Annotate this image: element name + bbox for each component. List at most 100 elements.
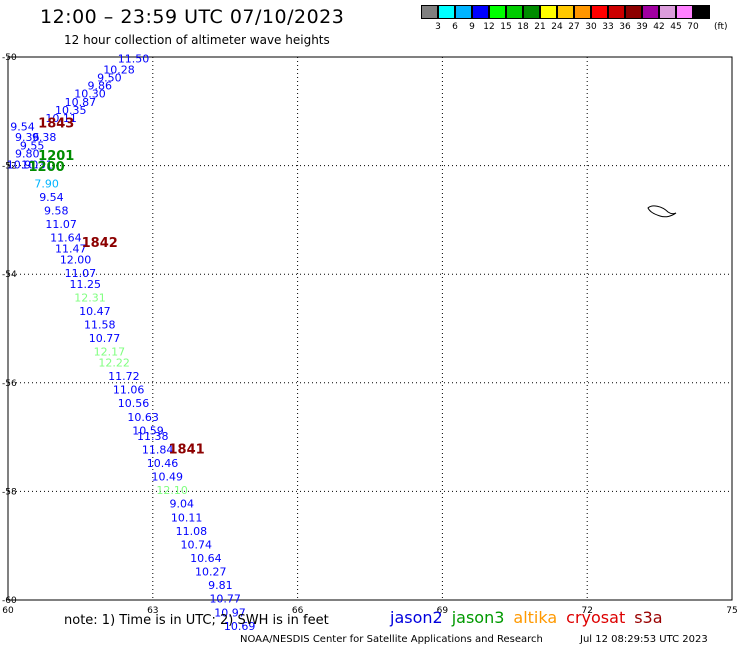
wave-height-value: 10.27 xyxy=(195,566,227,579)
wave-height-value: 12.10 xyxy=(156,484,188,497)
latitude-tick-label: -50 xyxy=(2,53,17,63)
wave-height-value: 9.86 xyxy=(87,80,112,93)
color-swatch xyxy=(472,5,489,19)
track-time-label: 1201 xyxy=(38,149,74,164)
wave-height-value: 11.50 xyxy=(118,52,150,65)
wave-height-value: 10.46 xyxy=(147,457,179,470)
color-legend-label: 18 xyxy=(517,22,529,32)
wave-height-value: 11.07 xyxy=(45,218,77,231)
wave-height-value: 11.58 xyxy=(84,319,116,332)
wave-height-value: 10.11 xyxy=(45,112,77,125)
wave-height-value: 9.58 xyxy=(44,204,69,217)
wave-height-value: 10.11 xyxy=(171,511,203,524)
longitude-tick-label: 66 xyxy=(292,606,304,616)
color-legend-label: 39 xyxy=(636,22,648,32)
satellite-legend-altika: altika xyxy=(513,608,558,627)
wave-height-value: 12.31 xyxy=(74,291,106,304)
wave-height-value: 11.06 xyxy=(113,384,145,397)
gridlines xyxy=(8,57,732,600)
color-swatch xyxy=(438,5,455,19)
color-legend-label: 9 xyxy=(469,22,475,32)
map-frame xyxy=(7,56,733,601)
color-legend-label: 36 xyxy=(619,22,631,32)
wave-height-value: 11.47 xyxy=(55,242,87,255)
wave-height-value: 10.64 xyxy=(190,552,222,565)
color-legend-label: 70 xyxy=(687,22,699,32)
wave-height-value: 10.28 xyxy=(103,63,135,76)
latitude-tick-label: -58 xyxy=(2,487,17,497)
color-swatch xyxy=(506,5,523,19)
footnote: note: 1) Time is in UTC; 2) SWH is in fe… xyxy=(64,613,329,628)
latitude-tick-label: -52 xyxy=(2,162,17,172)
axis-tick-labels: 60 63 66 69 72 75 -50 -52 -54 -56 -58 -60 xyxy=(2,53,738,616)
color-swatch xyxy=(489,5,506,19)
color-legend-label: 12 xyxy=(483,22,495,32)
color-legend-label: 45 xyxy=(670,22,682,32)
wave-height-value: 10.97 xyxy=(214,606,246,619)
color-legend-label: 3 xyxy=(435,22,441,32)
wave-height-value: 10.74 xyxy=(180,538,212,551)
track-time-label: 1842 xyxy=(82,236,118,251)
color-swatch xyxy=(659,5,676,19)
wave-height-value: 10.87 xyxy=(65,96,97,109)
wave-height-value: 10.30 xyxy=(74,88,106,101)
wave-height-value: 9.80 xyxy=(15,147,40,160)
color-legend-label: 27 xyxy=(568,22,580,32)
wave-height-value: 9.38 xyxy=(32,131,57,144)
track-time-label: 1841 xyxy=(168,442,204,457)
wave-height-value: 10.31 xyxy=(21,158,53,171)
color-swatch xyxy=(693,5,710,19)
wave-height-value: 11.64 xyxy=(50,232,82,245)
map-subtitle: 12 hour collection of altimeter wave hei… xyxy=(64,33,330,47)
color-legend-label: 15 xyxy=(500,22,512,32)
color-swatch xyxy=(540,5,557,19)
longitude-tick-label: 60 xyxy=(2,606,14,616)
color-swatch xyxy=(625,5,642,19)
longitude-tick-label: 72 xyxy=(581,606,592,616)
wave-height-value: 12.00 xyxy=(60,253,92,266)
map-title: 12:00 – 23:59 UTC 07/10/2023 xyxy=(40,6,345,28)
wave-height-value: 11.25 xyxy=(69,278,101,291)
color-swatch xyxy=(574,5,591,19)
satellite-legend-cryosat: cryosat xyxy=(566,608,626,627)
wave-height-value: 12.17 xyxy=(94,346,126,359)
color-legend-label: 24 xyxy=(551,22,563,32)
satellite-legend-s3a: s3a xyxy=(634,608,663,627)
island-outline xyxy=(647,205,677,218)
wave-height-value: 10.77 xyxy=(89,332,121,345)
wave-height-value: 10.35 xyxy=(55,104,87,117)
color-swatch xyxy=(421,5,438,19)
wave-height-value: 9.54 xyxy=(39,191,64,204)
latitude-tick-label: -56 xyxy=(2,379,17,389)
credit-line: NOAA/NESDIS Center for Satellite Applica… xyxy=(240,634,543,645)
latitude-tick-label: -54 xyxy=(2,270,17,280)
wave-height-value: 10.69 xyxy=(224,620,256,633)
color-swatch xyxy=(455,5,472,19)
satellite-legend-jason3: jason3 xyxy=(451,608,505,627)
color-swatch xyxy=(557,5,574,19)
wave-height-value: 9.36 xyxy=(15,131,40,144)
color-legend-label: 42 xyxy=(653,22,665,32)
wave-height-value: 10.59 xyxy=(132,424,164,437)
color-legend-label: 30 xyxy=(585,22,597,32)
track-time-label: 1843 xyxy=(38,117,74,132)
wave-height-value: 12.22 xyxy=(98,357,130,370)
track-time-label: 1200 xyxy=(29,160,65,175)
wave-height-value: 10.63 xyxy=(127,411,159,424)
wave-height-values: 11.5010.289.509.8610.3010.8710.3510.119.… xyxy=(7,52,256,632)
wave-height-value: 11.72 xyxy=(108,370,140,383)
wave-height-value: 9.04 xyxy=(170,498,195,511)
color-legend-label: 21 xyxy=(534,22,546,32)
wave-height-value: 10.90 xyxy=(7,158,39,171)
wave-height-value: 10.56 xyxy=(118,397,150,410)
color-legend-unit: (ft) xyxy=(714,22,728,32)
latitude-tick-label: -60 xyxy=(2,596,17,606)
wave-height-value: 11.38 xyxy=(137,430,169,443)
color-swatch xyxy=(523,5,540,19)
wave-height-value: 7.90 xyxy=(34,177,59,190)
wave-height-value: 10.77 xyxy=(209,593,241,606)
wave-height-value: 11.07 xyxy=(65,267,97,280)
wave-height-value: 11.08 xyxy=(176,525,208,538)
color-legend-label: 33 xyxy=(602,22,614,32)
